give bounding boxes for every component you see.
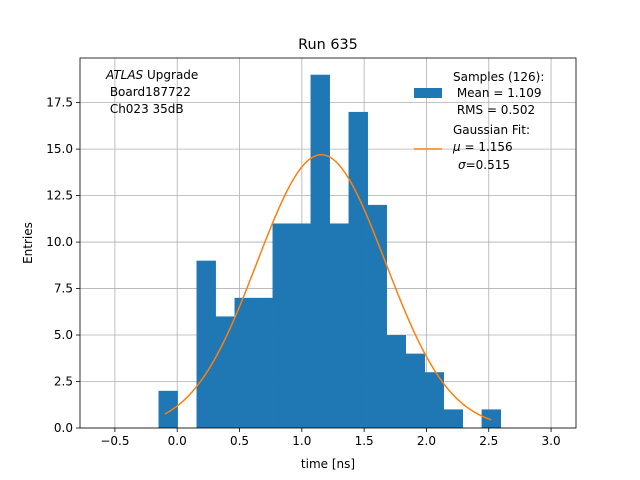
histogram-bar bbox=[367, 204, 387, 428]
histogram-bar bbox=[310, 74, 330, 428]
histogram-bar bbox=[443, 409, 463, 428]
chart-title: Run 635 bbox=[298, 37, 358, 53]
x-tick-label: 0.5 bbox=[230, 434, 249, 448]
histogram-bar bbox=[481, 409, 502, 428]
annotation-channel: Ch023 35dB bbox=[106, 102, 184, 116]
x-tick-label: −0.5 bbox=[100, 434, 129, 448]
histogram-bar bbox=[196, 260, 216, 428]
histogram-bar bbox=[348, 111, 368, 428]
y-axis-label: Entries bbox=[21, 222, 35, 264]
gaussian-fit-curve bbox=[164, 153, 492, 421]
histogram-bar bbox=[405, 353, 425, 428]
y-tick-label: 2.5 bbox=[54, 375, 73, 389]
legend-fit-sigma: σ=0.515 bbox=[458, 158, 510, 172]
axes-frame bbox=[79, 57, 577, 429]
histogram-bar bbox=[253, 297, 273, 428]
x-tick-label: 3.0 bbox=[542, 434, 561, 448]
legend: Samples (126): Mean = 1.109 RMS = 0.502 … bbox=[414, 70, 544, 172]
legend-samples-swatch bbox=[414, 88, 442, 98]
y-tick-label: 7.5 bbox=[54, 282, 73, 296]
histogram-bar bbox=[291, 223, 311, 428]
legend-samples-title: Samples (126): bbox=[453, 70, 544, 84]
annotation-line-1: ATLAS Upgrade bbox=[105, 68, 198, 82]
histogram-bar bbox=[215, 316, 235, 428]
y-tick-label: 12.5 bbox=[46, 189, 73, 203]
annotation-atlas: ATLAS bbox=[105, 68, 144, 82]
annotation-board: Board187722 bbox=[106, 85, 191, 99]
histogram-bars bbox=[158, 74, 502, 428]
y-tick-label: 0.0 bbox=[54, 421, 73, 435]
histogram-bar bbox=[329, 223, 349, 428]
legend-samples-rms: RMS = 0.502 bbox=[453, 103, 535, 117]
x-tick-label: 0.0 bbox=[168, 434, 187, 448]
y-axis-ticks: 0.0 2.5 5.0 7.5 10.0 12.5 15.0 17.5 bbox=[46, 96, 80, 435]
x-tick-label: 1.0 bbox=[292, 434, 311, 448]
legend-mu-symbol: μ bbox=[452, 140, 461, 154]
y-tick-label: 15.0 bbox=[46, 142, 73, 156]
x-tick-label: 1.5 bbox=[355, 434, 374, 448]
fit-curve-layer bbox=[164, 153, 492, 421]
legend-fit-mu: μ = 1.156 bbox=[452, 140, 513, 154]
legend-sigma-symbol: σ bbox=[458, 158, 466, 172]
x-tick-label: 2.0 bbox=[417, 434, 436, 448]
annotation-upgrade: Upgrade bbox=[143, 68, 198, 82]
y-tick-label: 5.0 bbox=[54, 328, 73, 342]
legend-sigma-value: =0.515 bbox=[466, 158, 510, 172]
x-axis-ticks: −0.5 0.0 0.5 1.0 1.5 2.0 2.5 3.0 bbox=[100, 428, 561, 448]
histogram-bar bbox=[234, 297, 254, 428]
x-tick-label: 2.5 bbox=[479, 434, 498, 448]
x-axis-label: time [ns] bbox=[301, 457, 355, 471]
legend-mu-value: = 1.156 bbox=[461, 140, 513, 154]
histogram-bar bbox=[272, 223, 292, 428]
atlas-annotation: ATLAS Upgrade Board187722 Ch023 35dB bbox=[105, 68, 198, 116]
legend-fit-title: Gaussian Fit: bbox=[453, 123, 530, 137]
y-tick-label: 17.5 bbox=[46, 96, 73, 110]
legend-samples-mean: Mean = 1.109 bbox=[453, 86, 542, 100]
histogram-bar bbox=[386, 335, 406, 428]
y-tick-label: 10.0 bbox=[46, 235, 73, 249]
histogram-bar bbox=[158, 390, 178, 428]
histogram-bar bbox=[424, 372, 444, 428]
